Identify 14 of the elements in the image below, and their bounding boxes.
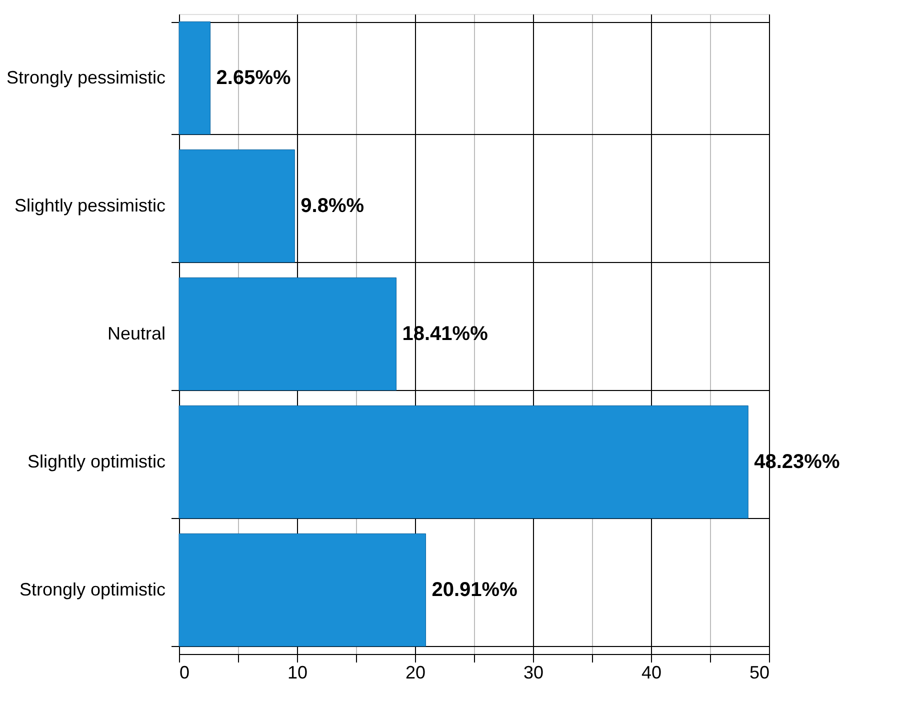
y-tick-label: Slightly pessimistic xyxy=(14,196,166,216)
data-label: 20.91%% xyxy=(432,579,518,601)
x-tick-label: 20 xyxy=(405,662,426,682)
x-tick-label: 0 xyxy=(180,662,190,682)
x-tick-label: 10 xyxy=(287,662,308,682)
y-tick-label: Neutral xyxy=(107,324,166,344)
y-tick-label: Strongly optimistic xyxy=(19,580,166,600)
x-tick-label: 50 xyxy=(749,662,770,682)
x-tick-label: 30 xyxy=(523,662,544,682)
data-label: 2.65%% xyxy=(216,67,291,89)
y-tick-label: Strongly pessimistic xyxy=(6,68,166,88)
x-tick-label: 40 xyxy=(641,662,662,682)
data-label: 9.8%% xyxy=(300,195,364,217)
y-tick-label: Slightly optimistic xyxy=(27,452,166,472)
